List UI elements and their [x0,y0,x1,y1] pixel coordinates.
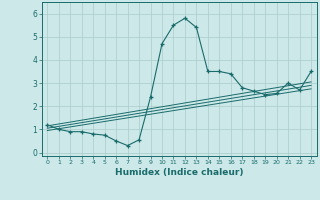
X-axis label: Humidex (Indice chaleur): Humidex (Indice chaleur) [115,168,244,177]
